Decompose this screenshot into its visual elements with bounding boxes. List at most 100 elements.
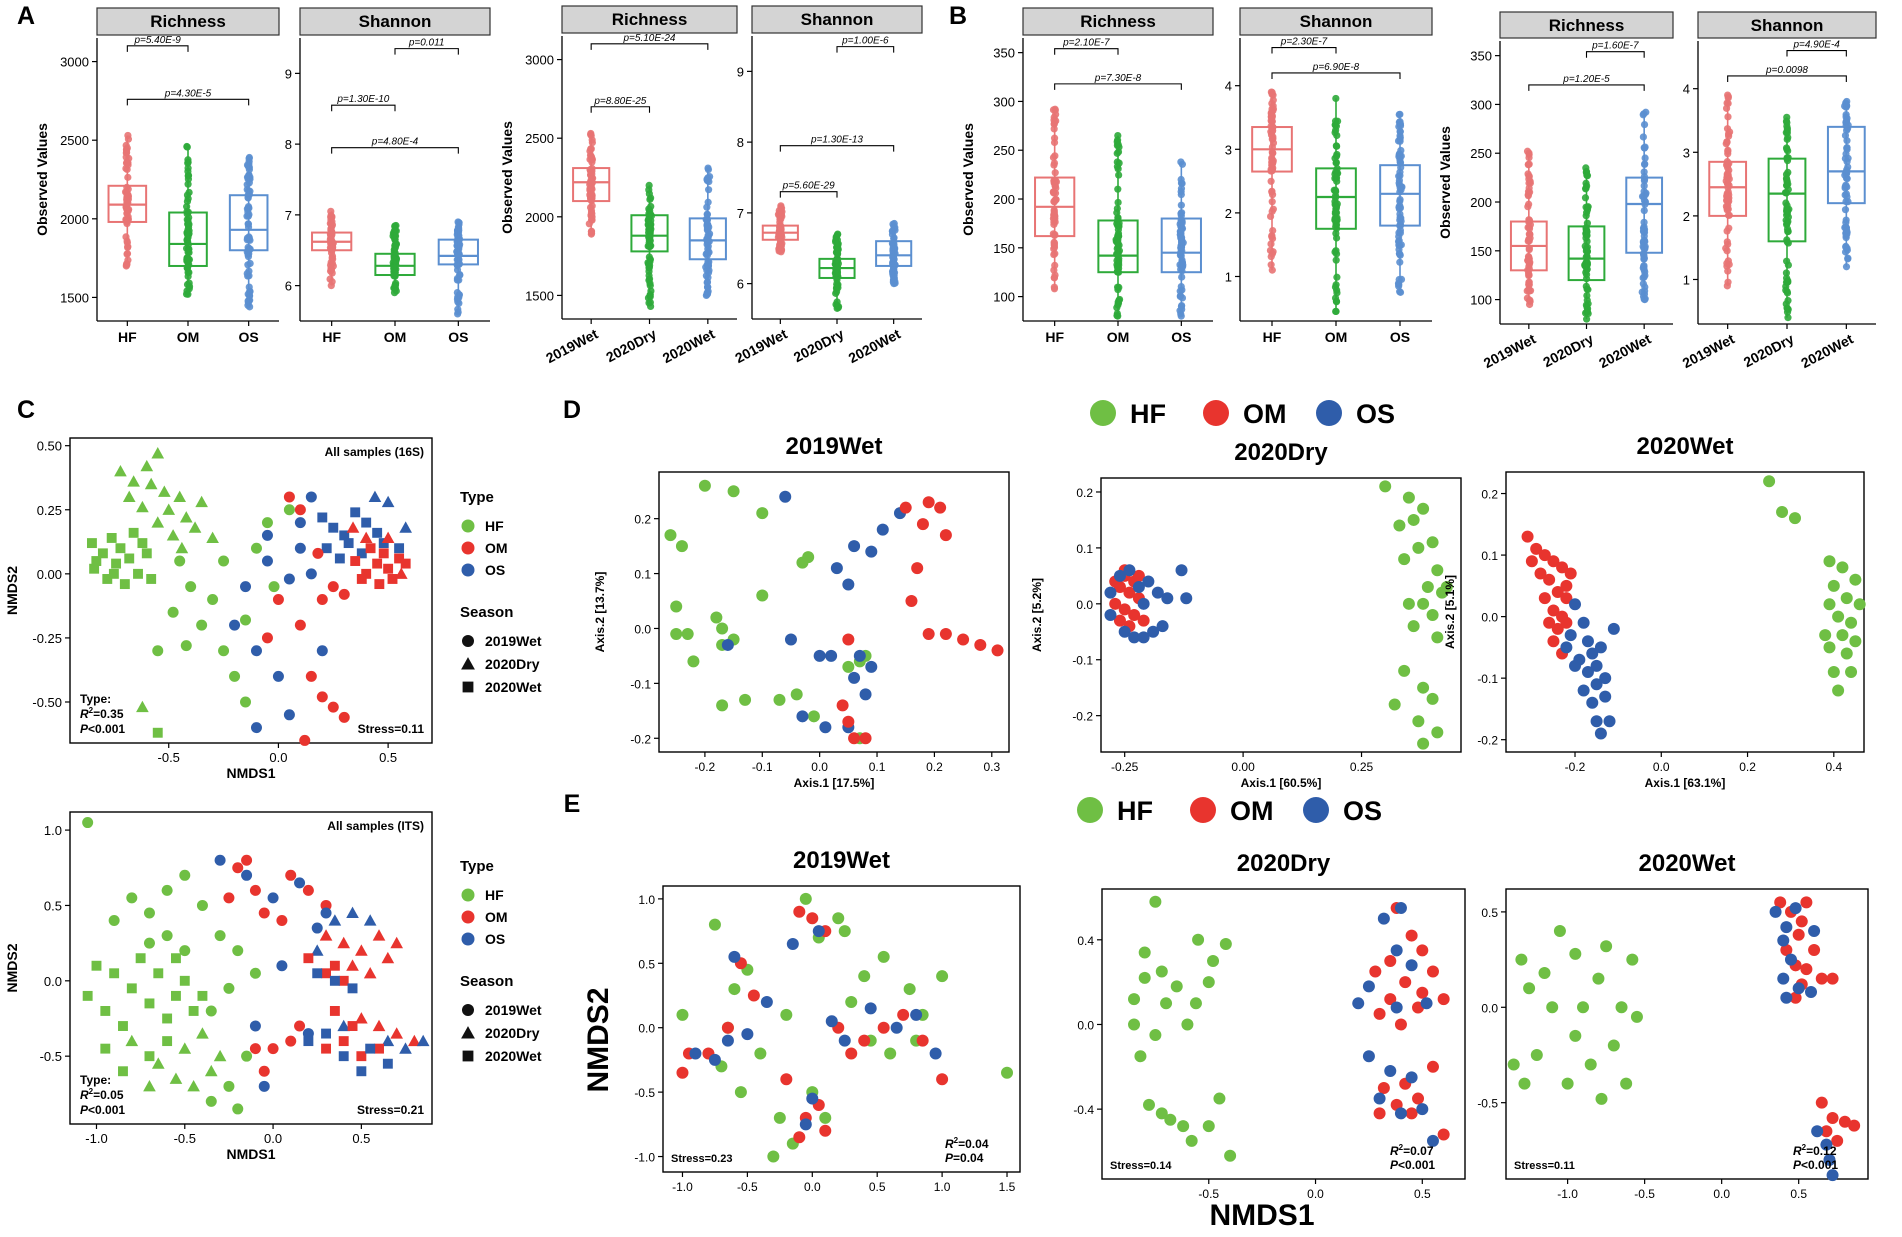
data-point — [1639, 264, 1647, 272]
data-point — [721, 1034, 734, 1047]
y-tick-label: 9 — [285, 66, 292, 81]
data-point — [1603, 715, 1616, 728]
p-value: =0.04 — [953, 1151, 984, 1165]
legend-label: 2020Wet — [485, 679, 542, 695]
data-point — [207, 593, 219, 605]
data-point — [1128, 993, 1141, 1006]
data-point — [82, 990, 93, 1001]
data-point — [378, 538, 389, 549]
y-tick-label: 300 — [993, 94, 1015, 109]
data-point — [188, 521, 202, 533]
data-point — [1584, 286, 1592, 294]
r-symbol: R — [80, 707, 89, 721]
data-point — [899, 501, 912, 514]
data-point — [838, 1034, 851, 1047]
x-tick-label: 2020Dry — [1540, 330, 1596, 370]
strip-header — [1022, 7, 1214, 36]
panel-title: Shannon — [1751, 16, 1824, 35]
y-tick-label: 0.00 — [37, 567, 62, 582]
data-point — [859, 688, 872, 701]
x-tick-label: 2020Dry — [791, 325, 847, 365]
data-point — [461, 1026, 475, 1039]
data-point — [1849, 635, 1862, 648]
data-point — [1405, 1107, 1418, 1120]
data-point — [1412, 541, 1425, 554]
data-point — [1620, 1077, 1633, 1090]
data-point — [179, 511, 193, 523]
data-point — [739, 693, 752, 706]
significance-bracket — [331, 104, 396, 112]
data-point — [1431, 564, 1444, 577]
y-tick-label: 8 — [737, 135, 744, 150]
scatter-panel-E1: -1.0 -0.5 0.0 0.5 1.0 1.5 -1.0 -0.5 0.0 0.5 1.0 201… — [634, 847, 1021, 1194]
y-tick-label: 1500 — [525, 288, 554, 303]
y-tick-label: 4 — [1683, 82, 1690, 97]
p-value: <0.001 — [88, 1103, 125, 1117]
data-point — [799, 892, 812, 905]
box — [1767, 157, 1807, 243]
r-symbol: R — [1793, 1144, 1802, 1158]
data-point — [1581, 194, 1590, 202]
data-point — [223, 982, 235, 994]
stress-label: Stress=0.11 — [1514, 1160, 1575, 1172]
data-point — [1395, 275, 1403, 284]
data-point — [1134, 1050, 1147, 1063]
data-point — [1373, 1107, 1386, 1120]
data-point — [124, 553, 135, 564]
data-point — [1128, 609, 1141, 621]
p-value-label: p=6.90E-8 — [1312, 62, 1360, 73]
data-point — [180, 640, 192, 652]
data-point — [319, 929, 333, 941]
data-point — [1142, 1098, 1155, 1111]
panel-letter-b: B — [949, 2, 967, 30]
data-point — [1615, 1001, 1628, 1014]
y-tick-label: 0.50 — [37, 439, 62, 454]
y-tick-label: -0.5 — [634, 1086, 655, 1100]
legend-label: HF — [1117, 796, 1153, 826]
data-point — [416, 1034, 430, 1047]
data-point — [1815, 1096, 1828, 1109]
x-tick-label: OS — [448, 329, 468, 345]
data-point — [1128, 631, 1141, 644]
data-point — [1431, 631, 1444, 644]
data-point — [1417, 681, 1430, 694]
data-point — [1607, 622, 1620, 635]
data-point — [162, 1036, 173, 1047]
data-point — [929, 1047, 942, 1060]
r2-value: =0.05 — [93, 1088, 124, 1102]
data-point — [1599, 690, 1612, 703]
data-point — [356, 1051, 367, 1062]
data-point — [399, 1042, 412, 1054]
data-point — [305, 670, 317, 682]
y-tick-label: 1 — [1225, 269, 1232, 284]
data-point — [381, 495, 395, 508]
data-point — [1426, 965, 1439, 978]
data-point — [1436, 586, 1449, 599]
data-point — [1113, 614, 1126, 627]
data-point — [721, 1021, 734, 1034]
x-tick-label: -0.5 — [1198, 1187, 1219, 1201]
data-point — [1590, 715, 1603, 728]
p-value-label: p=1.30E-13 — [810, 135, 863, 146]
data-point — [689, 1047, 702, 1060]
scatter-panel-E3: -1.0 -0.5 0.0 0.5 -0.5 0.0 0.5 2020Wet Stress=0.… — [1477, 850, 1869, 1201]
data-point — [127, 475, 140, 487]
data-point — [102, 574, 113, 584]
data-point — [137, 538, 148, 549]
p-value: <0.001 — [88, 722, 125, 736]
x-tick-label: 1.5 — [999, 1180, 1016, 1194]
data-point — [374, 579, 385, 590]
plot-frame — [1505, 471, 1865, 753]
data-point — [922, 496, 935, 509]
data-point — [1402, 491, 1415, 504]
box — [1708, 160, 1748, 217]
scatter-panel-C2: -1.0 -0.5 0.0 0.5 -0.5 0.0 0.5 1.0 NMDS1 NMDS2 All… — [4, 811, 542, 1162]
data-point — [848, 540, 861, 553]
panel-letter-d: D — [563, 396, 581, 424]
data-point — [754, 1047, 767, 1060]
data-point — [1777, 934, 1790, 947]
box — [168, 211, 208, 267]
data-point — [1836, 561, 1849, 574]
data-point — [347, 1021, 358, 1031]
significance-bracket — [1786, 49, 1847, 57]
